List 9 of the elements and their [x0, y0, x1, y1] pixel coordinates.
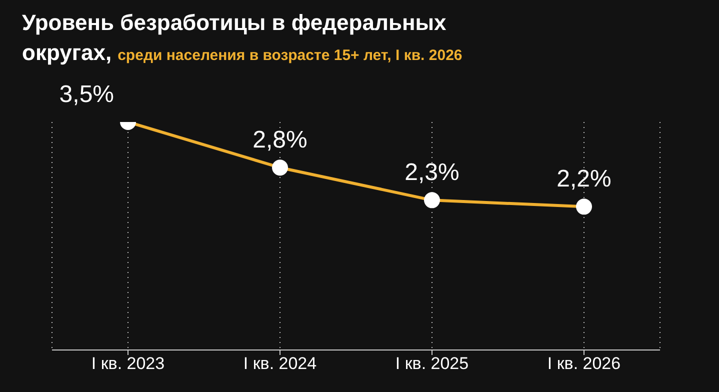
data-label: 2,3%: [404, 159, 460, 186]
chart-subtitle: среди населения в возрасте 15+ лет, I кв. 2026: [118, 47, 462, 64]
data-label: 2,2%: [556, 166, 612, 193]
x-tick-label: I кв. 2025: [395, 354, 469, 374]
x-tick-label: I кв. 2026: [547, 354, 621, 374]
data-label: 2,8%: [252, 126, 308, 154]
x-tick-label: I кв. 2024: [243, 354, 317, 374]
data-label: 3,5%: [59, 81, 114, 108]
x-tick-label: I кв. 2023: [91, 354, 165, 374]
